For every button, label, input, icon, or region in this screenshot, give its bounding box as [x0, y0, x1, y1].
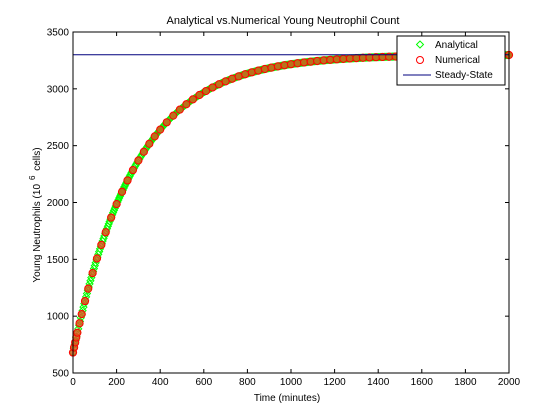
x-axis-ticks: 0 200 400 600 800 1000 1200 1400 1600 1800 2000	[70, 32, 521, 388]
x-tick-label: 1400	[367, 377, 390, 388]
numerical-point	[80, 296, 90, 306]
numerical-point	[73, 328, 82, 337]
numerical-point	[260, 64, 269, 74]
numerical-point	[88, 268, 97, 278]
x-tick-label: 600	[195, 377, 212, 388]
y-tick-label: 500	[52, 369, 69, 380]
numerical-point	[77, 310, 86, 319]
legend-label-numerical: Numerical	[435, 55, 480, 66]
numerical-point	[188, 95, 197, 104]
numerical-point	[169, 111, 178, 120]
numerical-point	[97, 240, 106, 250]
numerical-point	[145, 139, 154, 148]
numerical-point	[156, 125, 165, 134]
numerical-point	[286, 60, 296, 69]
numerical-point	[162, 118, 171, 127]
x-axis-label: Time (minutes)	[254, 393, 320, 404]
y-tick-label: 1500	[47, 255, 70, 266]
numerical-point	[175, 105, 184, 114]
y-axis-label-tail: cells)	[32, 147, 43, 173]
legend-marker-analytical	[415, 40, 425, 49]
numerical-point	[84, 284, 93, 293]
numerical-point	[112, 200, 121, 209]
numerical-point	[101, 228, 110, 237]
y-axis-label-main: Young Neutrophils (10	[32, 184, 43, 283]
numerical-point	[107, 213, 116, 222]
numerical-point	[117, 187, 127, 196]
y-tick-label: 3000	[47, 84, 70, 95]
legend-marker-numerical	[416, 56, 424, 64]
numerical-point	[195, 90, 204, 100]
x-tick-label: 1600	[411, 377, 434, 388]
numerical-point	[280, 61, 289, 70]
numerical-point	[128, 165, 138, 175]
legend-label-steady-state: Steady-State	[435, 70, 493, 81]
x-tick-label: 1200	[323, 377, 346, 388]
y-tick-label: 1000	[47, 312, 70, 323]
x-tick-label: 800	[239, 377, 256, 388]
legend-label-analytical: Analytical	[435, 40, 478, 51]
numerical-point	[150, 132, 159, 141]
legend: Analytical Numerical Steady-State	[396, 35, 506, 86]
numerical-point	[293, 59, 302, 68]
numerical-point	[123, 176, 132, 185]
legend-entry-numerical: Numerical	[416, 55, 480, 66]
numerical-point	[201, 86, 211, 96]
chart-title: Analytical vs.Numerical Young Neutrophil…	[167, 15, 400, 27]
x-tick-label: 200	[108, 377, 125, 388]
numerical-point	[254, 66, 263, 75]
legend-box	[396, 35, 506, 86]
y-axis-label-exponent: 6	[28, 175, 37, 180]
numerical-point	[134, 156, 143, 165]
svg-text:Young Neutrophils (106 cells): Young Neutrophils (10 6 cells)	[28, 147, 43, 282]
plot-area	[73, 32, 509, 373]
y-tick-label: 3500	[47, 28, 70, 39]
x-tick-label: 1000	[280, 377, 303, 388]
x-tick-label: 1800	[454, 377, 477, 388]
y-tick-label: 2500	[47, 141, 70, 152]
numerical-point	[182, 100, 191, 109]
y-axis-label: Young Neutrophils (10 6 cells)	[28, 147, 43, 282]
numerical-point	[267, 63, 276, 72]
y-tick-label: 2000	[47, 198, 70, 209]
x-tick-label: 0	[70, 377, 76, 388]
legend-entry-analytical: Analytical	[415, 40, 478, 51]
numerical-point	[214, 80, 224, 89]
numerical-point	[92, 254, 102, 263]
x-tick-label: 400	[152, 377, 169, 388]
y-axis-ticks: 500 1000 1500 2000 2500 3000 3500	[47, 28, 509, 380]
numerical-point	[139, 147, 148, 156]
x-tick-label: 2000	[498, 377, 521, 388]
numerical-point	[75, 319, 84, 328]
legend-entry-steady-state: Steady-State	[403, 70, 493, 81]
numerical-point	[208, 83, 217, 92]
numerical-point	[273, 62, 283, 71]
